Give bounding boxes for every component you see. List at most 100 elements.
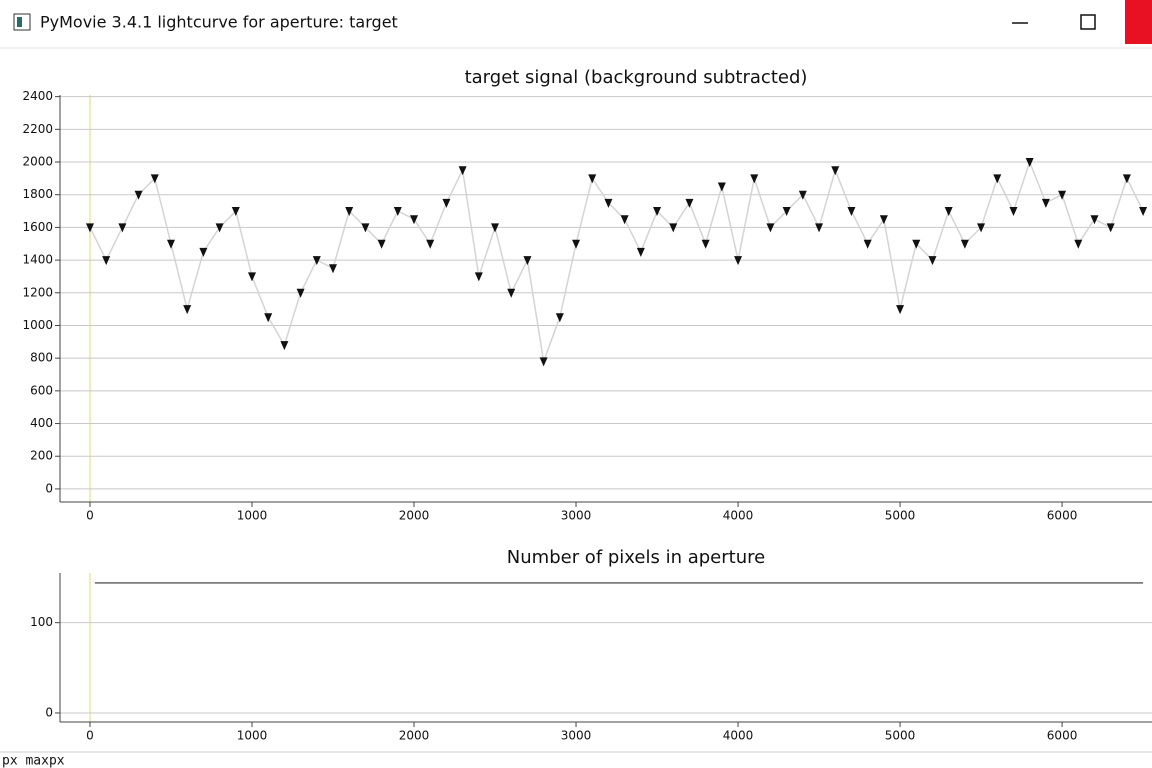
data-point xyxy=(636,247,645,257)
data-point xyxy=(134,190,143,200)
data-point xyxy=(1139,207,1148,217)
data-point xyxy=(377,239,386,249)
x-tick-label: 0 xyxy=(86,509,94,523)
y-tick-label: 400 xyxy=(30,416,53,430)
data-point xyxy=(669,223,678,233)
x-tick-label: 2000 xyxy=(399,729,430,743)
data-point xyxy=(410,215,419,225)
data-point xyxy=(863,239,872,249)
data-point xyxy=(879,215,888,225)
data-point xyxy=(183,305,192,315)
y-tick-label: 1200 xyxy=(22,285,53,299)
data-point xyxy=(1090,215,1099,225)
data-point xyxy=(264,313,273,323)
y-tick-label: 600 xyxy=(30,383,53,397)
data-point xyxy=(118,223,127,233)
x-tick-label: 3000 xyxy=(561,509,592,523)
data-point xyxy=(393,207,402,217)
data-point xyxy=(685,198,694,208)
y-tick-label: 100 xyxy=(30,615,53,629)
data-point xyxy=(507,288,516,298)
x-tick-label: 1000 xyxy=(237,509,268,523)
x-tick-label: 6000 xyxy=(1047,729,1078,743)
data-point xyxy=(231,207,240,217)
data-point xyxy=(912,239,921,249)
close-button[interactable] xyxy=(1125,0,1152,44)
x-tick-label: 3000 xyxy=(561,729,592,743)
y-tick-label: 1000 xyxy=(22,318,53,332)
data-point xyxy=(928,256,937,266)
y-tick-label: 200 xyxy=(30,449,53,463)
data-point xyxy=(717,182,726,192)
x-tick-label: 2000 xyxy=(399,509,430,523)
data-point xyxy=(329,264,337,274)
data-point xyxy=(85,223,94,233)
data-point xyxy=(620,215,629,225)
data-point xyxy=(815,223,824,233)
data-point xyxy=(491,223,500,233)
data-point xyxy=(896,305,905,315)
data-point xyxy=(1009,207,1018,217)
chart-title: target signal (background subtracted) xyxy=(465,67,808,88)
data-point xyxy=(442,198,451,208)
data-point xyxy=(1058,190,1067,200)
x-tick-label: 5000 xyxy=(885,509,916,523)
y-tick-label: 2000 xyxy=(22,155,53,169)
data-point xyxy=(798,190,807,200)
y-tick-label: 0 xyxy=(45,705,53,719)
data-point xyxy=(312,256,321,266)
data-point xyxy=(215,223,224,233)
x-tick-label: 4000 xyxy=(723,729,754,743)
data-point xyxy=(572,239,581,249)
y-tick-label: 2200 xyxy=(22,122,53,136)
data-point xyxy=(199,247,208,257)
data-point xyxy=(296,288,305,298)
data-point xyxy=(280,341,289,351)
maximize-button[interactable] xyxy=(1080,14,1096,30)
data-point xyxy=(847,207,856,217)
data-point xyxy=(150,174,159,184)
data-point xyxy=(1041,198,1050,208)
data-point xyxy=(166,239,175,249)
data-point xyxy=(701,239,710,249)
y-tick-label: 0 xyxy=(45,481,53,495)
y-tick-label: 800 xyxy=(30,351,53,365)
data-point xyxy=(1106,223,1115,233)
data-point xyxy=(1122,174,1131,184)
y-tick-label: 2400 xyxy=(22,89,53,103)
data-point xyxy=(1025,158,1034,168)
data-point xyxy=(766,223,775,233)
data-point xyxy=(831,166,840,176)
data-point xyxy=(588,174,597,184)
x-tick-label: 0 xyxy=(86,729,94,743)
data-point xyxy=(653,207,662,217)
data-point xyxy=(523,256,532,266)
data-point xyxy=(345,207,354,217)
data-point xyxy=(944,207,953,217)
x-tick-label: 5000 xyxy=(885,729,916,743)
data-point xyxy=(993,174,1002,184)
x-tick-label: 6000 xyxy=(1047,509,1078,523)
y-tick-label: 1800 xyxy=(22,187,53,201)
data-point xyxy=(102,256,111,266)
data-point xyxy=(555,313,564,323)
data-point xyxy=(247,272,256,282)
x-tick-label: 4000 xyxy=(723,509,754,523)
chart-title: Number of pixels in aperture xyxy=(507,547,765,568)
data-point xyxy=(782,207,791,217)
data-point xyxy=(1074,239,1083,249)
data-point xyxy=(458,166,467,176)
y-tick-label: 1400 xyxy=(22,253,53,267)
status-text: px maxpx xyxy=(2,754,65,768)
y-tick-label: 1600 xyxy=(22,220,53,234)
x-tick-label: 1000 xyxy=(237,729,268,743)
data-point xyxy=(604,198,613,208)
data-point xyxy=(977,223,986,233)
window-title: PyMovie 3.4.1 lightcurve for aperture: t… xyxy=(40,13,398,32)
data-point xyxy=(474,272,483,282)
data-point xyxy=(960,239,969,249)
data-point xyxy=(539,357,548,367)
app-icon-inner xyxy=(17,17,22,27)
